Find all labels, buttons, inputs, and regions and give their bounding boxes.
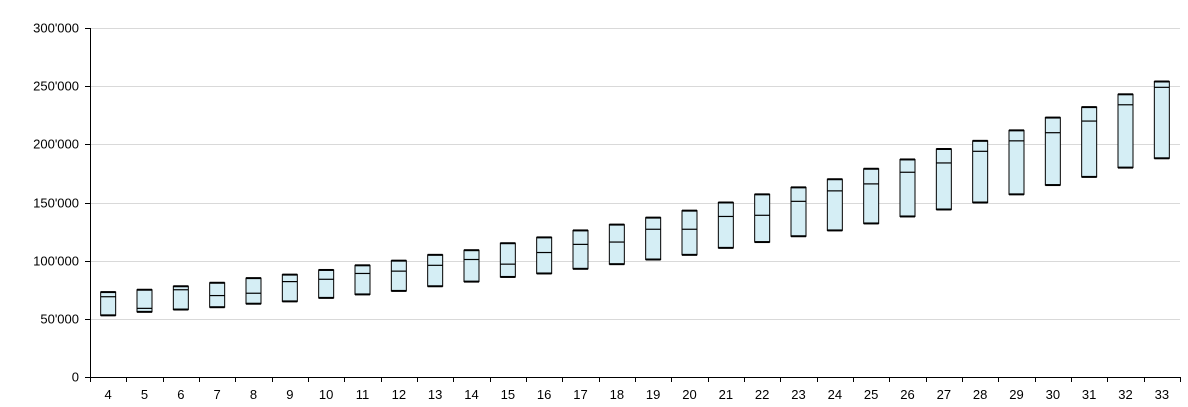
tick-labels: 0 50'000 100'000 150'000 200'000 250'000 300'0… xyxy=(33,21,1169,403)
box-body xyxy=(318,269,335,299)
box-33 xyxy=(1153,80,1170,160)
box-body xyxy=(100,291,117,316)
x-tick-label: 26 xyxy=(900,387,914,402)
x-tick-label: 22 xyxy=(755,387,769,402)
box-body xyxy=(608,224,625,265)
x-tick-label: 6 xyxy=(177,387,184,402)
y-tick-label: 300'000 xyxy=(33,21,79,36)
x-tick-label: 17 xyxy=(573,387,587,402)
x-tick-label: 15 xyxy=(501,387,515,402)
x-tick-label: 31 xyxy=(1082,387,1096,402)
box-body xyxy=(645,217,662,261)
box-body xyxy=(354,264,371,295)
box-body xyxy=(572,229,589,270)
box-body xyxy=(826,178,843,231)
box-30 xyxy=(1044,116,1061,187)
x-tick-label: 33 xyxy=(1155,387,1169,402)
box-32 xyxy=(1117,93,1134,169)
box-7 xyxy=(209,281,226,309)
x-tick-label: 21 xyxy=(719,387,733,402)
x-tick-label: 16 xyxy=(537,387,551,402)
x-tick-label: 8 xyxy=(250,387,257,402)
box-8 xyxy=(245,277,262,305)
box-11 xyxy=(354,264,371,296)
y-tick-label: 200'000 xyxy=(33,137,79,152)
box-body xyxy=(972,140,989,204)
y-tick-label: 250'000 xyxy=(33,79,79,94)
box-20 xyxy=(681,209,698,256)
x-tick-label: 20 xyxy=(682,387,696,402)
box-body xyxy=(1008,129,1025,195)
boxes xyxy=(100,80,1170,317)
x-tick-label: 12 xyxy=(392,387,406,402)
x-tick-label: 24 xyxy=(828,387,842,402)
box-body xyxy=(754,193,771,243)
box-16 xyxy=(536,236,553,275)
box-26 xyxy=(899,158,916,218)
y-tick-label: 150'000 xyxy=(33,196,79,211)
box-body xyxy=(717,202,734,249)
box-5 xyxy=(136,288,153,313)
x-tick-label: 28 xyxy=(973,387,987,402)
box-body xyxy=(499,242,516,278)
box-15 xyxy=(499,242,516,278)
box-24 xyxy=(826,178,843,232)
x-tick-label: 11 xyxy=(356,387,370,402)
x-tick-label: 4 xyxy=(105,387,112,402)
box-21 xyxy=(717,201,734,249)
x-tick-label: 30 xyxy=(1046,387,1060,402)
box-27 xyxy=(935,147,952,211)
box-28 xyxy=(972,139,989,204)
box-body xyxy=(935,148,952,210)
x-tick-label: 23 xyxy=(791,387,805,402)
box-14 xyxy=(463,249,480,283)
box-body xyxy=(463,249,480,283)
box-31 xyxy=(1081,106,1098,178)
box-body xyxy=(1081,106,1098,178)
box-29 xyxy=(1008,129,1025,196)
box-19 xyxy=(645,216,662,261)
x-tick-label: 25 xyxy=(864,387,878,402)
box-23 xyxy=(790,186,807,238)
box-body xyxy=(536,236,553,274)
x-tick-label: 32 xyxy=(1118,387,1132,402)
box-22 xyxy=(754,193,771,244)
box-4 xyxy=(100,291,117,317)
x-tick-label: 9 xyxy=(286,387,293,402)
y-tick-label: 50'000 xyxy=(40,312,79,327)
box-body xyxy=(390,260,407,292)
box-body xyxy=(427,254,444,287)
y-tick-label: 100'000 xyxy=(33,254,79,269)
box-25 xyxy=(863,167,880,225)
gridlines xyxy=(90,28,1180,320)
y-tick-label: 0 xyxy=(72,370,79,385)
x-tick-label: 13 xyxy=(428,387,442,402)
axes xyxy=(85,28,1181,382)
box-body xyxy=(899,158,916,217)
box-body xyxy=(790,186,807,237)
box-18 xyxy=(608,223,625,266)
box-body xyxy=(245,277,262,305)
x-tick-label: 10 xyxy=(319,387,333,402)
box-6 xyxy=(172,285,189,311)
x-tick-label: 27 xyxy=(937,387,951,402)
box-17 xyxy=(572,229,589,270)
x-tick-label: 14 xyxy=(464,387,478,402)
box-body xyxy=(281,274,298,302)
box-9 xyxy=(281,273,298,303)
x-tick-label: 29 xyxy=(1009,387,1023,402)
x-tick-label: 18 xyxy=(610,387,624,402)
x-tick-label: 7 xyxy=(214,387,221,402)
box-10 xyxy=(318,268,335,299)
box-body xyxy=(1044,117,1061,186)
box-body xyxy=(863,168,880,224)
x-tick-label: 19 xyxy=(646,387,660,402)
box-12 xyxy=(390,259,407,292)
box-body xyxy=(681,210,698,256)
box-13 xyxy=(427,253,444,288)
box-body xyxy=(1153,81,1170,159)
x-tick-label: 5 xyxy=(141,387,148,402)
